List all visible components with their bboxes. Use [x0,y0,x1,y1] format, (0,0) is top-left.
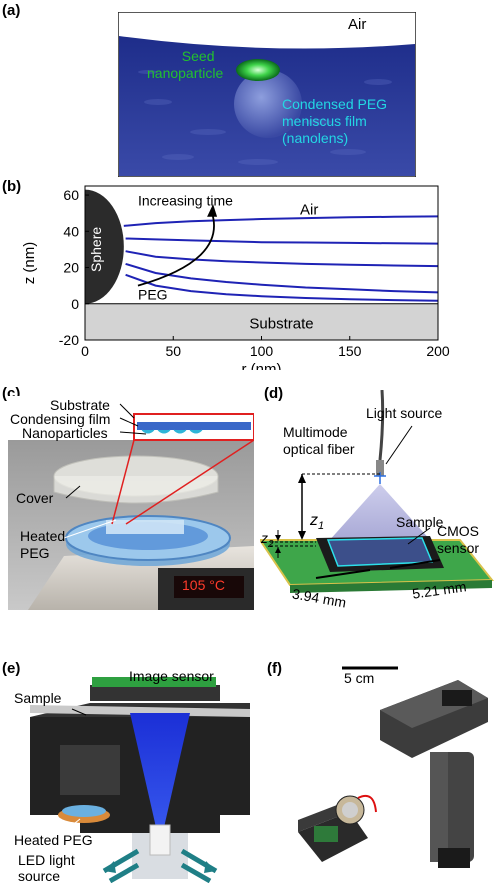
scale-bar-label: 5 cm [344,670,375,686]
profile-line-5 [125,273,439,302]
annotation-increasing-time: Increasing time [138,192,233,208]
sphere-shape [85,189,124,304]
panel-b-label: (b) [2,178,22,195]
air-label-a: Air [348,16,367,33]
panel-d-render [260,390,495,593]
annotation-substrate: Substrate [249,316,313,333]
condensing-film-label: Condensing film [10,411,111,427]
z1-label: z1 [310,512,325,533]
profile-line-3 [125,250,439,268]
profile-line-2 [125,237,439,245]
panel-e-render [30,677,250,883]
heated-peg-label-c: Heated PEG [20,528,66,561]
y-tick-label: -20 [59,332,79,348]
sample-label-d: Sample [396,514,444,530]
heated-peg-label-e: Heated PEG [14,832,93,848]
panel-f-photo [298,666,488,868]
substrate-label-c: Substrate [50,397,110,413]
time-arrow-head [207,204,218,217]
led-source-label: LED light source [18,852,75,884]
cover-label: Cover [16,490,54,506]
x-tick-label: 200 [426,343,450,359]
y-tick-label: 60 [63,187,79,203]
x-axis-label: r (nm) [242,361,282,370]
cmos-label: CMOS sensor [437,523,480,556]
y-tick-label: 20 [63,260,79,276]
x-tick-label: 100 [250,343,274,359]
nanoparticles-label: Nanoparticles [22,425,108,441]
sample-label-e: Sample [14,690,62,706]
annotation-air: Air [300,202,318,219]
temperature-display: 105 °C [182,577,225,593]
annotation-peg: PEG [138,287,168,303]
y-axis-label: z (nm) [21,242,38,285]
film-label: Condensed PEG meniscus film (nanolens) [282,96,388,146]
x-tick-label: 0 [81,343,89,359]
time-arrow [137,212,215,287]
seed-label: Seed nanoparticle [147,48,224,81]
panel-d-label: (d) [264,385,284,402]
image-sensor-label: Image sensor [129,668,214,684]
y-tick-label: 0 [71,296,79,312]
substrate-region [85,303,438,340]
panel-e-label: (e) [2,660,21,677]
light-source-label: Light source [366,405,443,421]
x-tick-label: 150 [338,343,362,359]
y-tick-label: 40 [63,223,79,239]
profile-line-1 [123,215,439,227]
panel-f-label: (f) [267,660,282,677]
panel-a-render [118,12,416,177]
annotation-sphere: Sphere [88,227,104,272]
panel-a-label: (a) [2,2,21,19]
z2-label: z2 [261,530,274,550]
x-tick-label: 50 [165,343,181,359]
panel-c-render [8,396,254,610]
fiber-label: Multimode optical fiber [283,424,355,457]
